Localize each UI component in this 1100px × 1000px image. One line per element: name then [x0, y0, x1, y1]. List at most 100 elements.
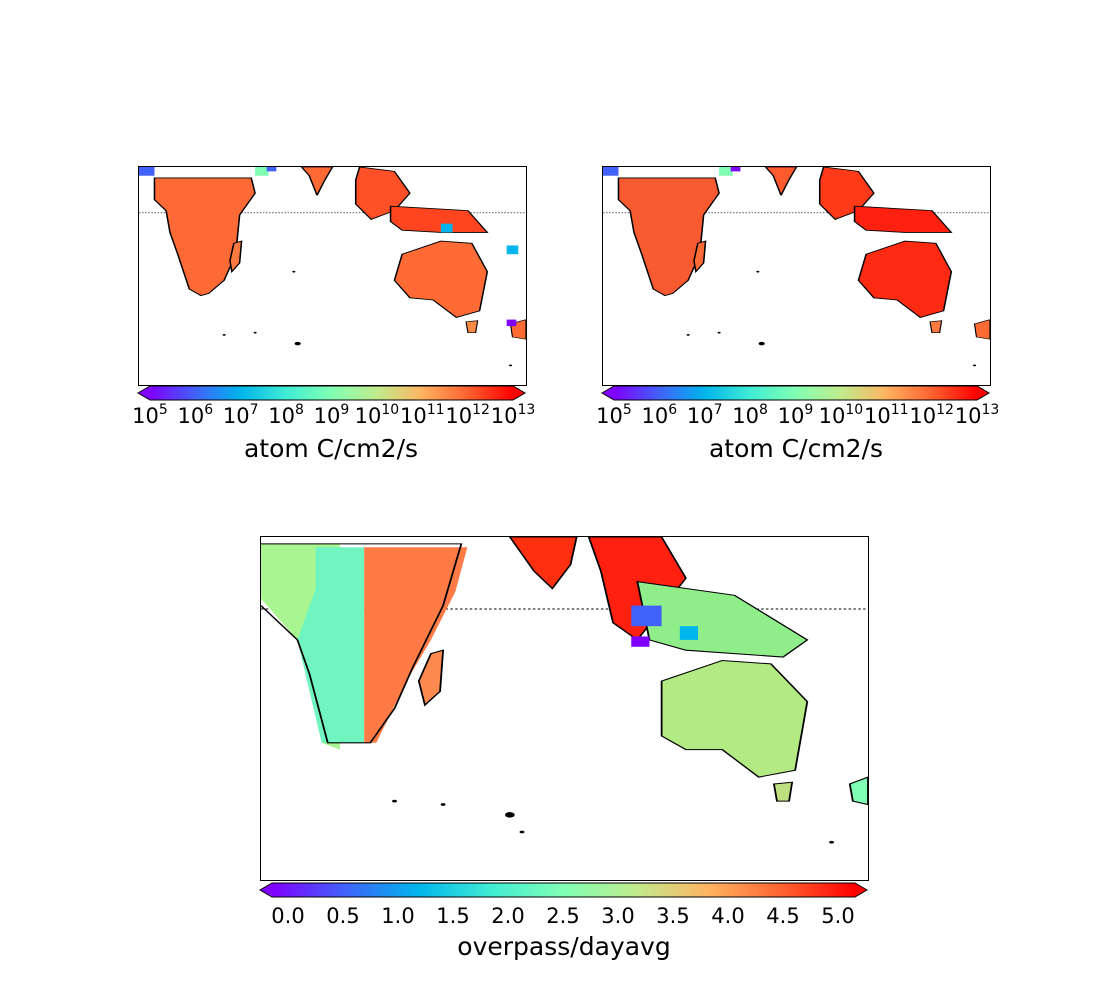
island-dot — [717, 331, 721, 334]
island-dot — [508, 364, 513, 367]
colorbar-bottom — [259, 882, 868, 898]
tick-exponent: 11 — [890, 402, 909, 418]
tasmania-overpass — [772, 781, 794, 802]
india-overpass — [508, 537, 578, 590]
tick-base: 10 — [732, 404, 760, 428]
tick-base: 10 — [818, 404, 846, 428]
map-plot-area — [138, 166, 527, 386]
tick-exponent: 11 — [426, 402, 445, 418]
colorbar-extend-max-arrow — [977, 386, 989, 400]
colorbar-tick-label: 4.5 — [766, 904, 800, 928]
colorbar-outline — [137, 385, 526, 401]
fringe-pixel — [506, 245, 519, 255]
africa-emission — [617, 177, 720, 297]
colorbar-top-right — [601, 385, 990, 401]
colorbar-tick-label: 1010 — [819, 403, 864, 427]
map-top-right-svg — [603, 167, 990, 367]
colorbar-tick-label: 5.0 — [821, 904, 855, 928]
colorbar-extend-max-arrow — [855, 883, 867, 897]
tasmania-emission — [929, 320, 943, 334]
colorbar-top-left — [137, 385, 526, 401]
tick-base: 10 — [313, 404, 341, 428]
maritime-asia-emission — [853, 205, 953, 233]
island-dot — [253, 331, 257, 334]
madagascar-emission — [693, 240, 707, 274]
fringe-pixel — [266, 167, 277, 172]
island-dot — [972, 364, 977, 367]
tick-exponent: 10 — [381, 402, 400, 418]
colorbar-tick-label: 106 — [178, 403, 214, 427]
island-dot — [686, 333, 690, 336]
colorbar-gradient — [601, 385, 990, 401]
tick-base: 10 — [222, 404, 250, 428]
colorbar-tick-label: 109 — [778, 403, 814, 427]
india-emission — [764, 167, 798, 196]
maritime-asia-emission — [389, 205, 489, 233]
colorbar-tick-label: 1012 — [909, 403, 954, 427]
colorbar-label: atom C/cm2/s — [708, 434, 884, 463]
tick-exponent: 6 — [668, 402, 678, 418]
tick-exponent: 9 — [804, 402, 814, 418]
tick-base: 10 — [641, 404, 669, 428]
colorbar-tick-label: 107 — [687, 403, 723, 427]
colorbar-gradient — [137, 385, 526, 401]
colorbar-label: atom C/cm2/s — [243, 434, 419, 463]
tick-exponent: 12 — [472, 402, 490, 418]
tick-exponent: 10 — [845, 402, 864, 418]
fringe-pixel — [730, 167, 741, 172]
tick-base: 10 — [490, 404, 518, 428]
africa-overpass-east — [364, 547, 468, 743]
tick-exponent: 8 — [295, 402, 304, 418]
australia-emission — [393, 240, 489, 318]
africa-emission — [153, 177, 256, 297]
tick-exponent: 7 — [249, 402, 259, 418]
fringe-pixel — [719, 167, 733, 176]
tick-base: 10 — [177, 404, 205, 428]
edge-overpass-right — [848, 776, 868, 806]
tick-base: 10 — [863, 404, 891, 428]
edge-emission-right — [973, 319, 990, 340]
colorbar-extend-max-arrow — [513, 386, 525, 400]
africa-coastline — [261, 543, 463, 744]
colorbar-tick-label: 1011 — [400, 403, 445, 427]
colorbar-tick-label: 1013 — [955, 403, 1000, 427]
low-overpass-pixel — [631, 605, 662, 627]
colorbar-tick-label: 0.5 — [326, 904, 360, 928]
island-dot — [292, 270, 296, 273]
tick-base: 10 — [354, 404, 382, 428]
tick-base: 10 — [596, 404, 623, 428]
fringe-pixel — [440, 223, 453, 233]
tick-exponent: 7 — [713, 402, 723, 418]
colorbar-fill — [150, 386, 513, 400]
island-dot — [440, 803, 446, 806]
australia-emission — [857, 240, 953, 318]
colorbar-extend-min-arrow — [602, 386, 614, 400]
tick-base: 10 — [777, 404, 805, 428]
colorbar-extend-min-arrow — [260, 883, 272, 897]
colorbar-fill — [614, 386, 977, 400]
colorbar-tick-label: 3.0 — [601, 904, 635, 928]
maritime-asia-overpass — [636, 580, 809, 658]
colorbar-tick-label: 2.0 — [491, 904, 525, 928]
tick-base: 10 — [268, 404, 296, 428]
colorbar-tick-label: 1012 — [445, 403, 490, 427]
island-dot — [758, 341, 765, 346]
colorbar-tick-label: 107 — [223, 403, 259, 427]
colorbar-fill — [272, 883, 855, 897]
tasmania-emission — [465, 320, 479, 334]
colorbar-gradient — [259, 882, 868, 898]
colorbar-tick-label: 3.5 — [656, 904, 690, 928]
colorbar-tick-label: 108 — [732, 403, 768, 427]
colorbar-tick-label: 105 — [132, 403, 168, 427]
colorbar-extend-min-arrow — [138, 386, 150, 400]
tick-exponent: 9 — [340, 402, 350, 418]
colorbar-tick-label: 2.5 — [546, 904, 580, 928]
map-top-left-svg — [139, 167, 526, 367]
map-plot-area — [260, 536, 869, 881]
fringe-pixel — [139, 167, 155, 176]
fringe-pixel — [603, 167, 619, 176]
madagascar-emission — [229, 240, 243, 274]
tick-base: 10 — [132, 404, 159, 428]
tick-exponent: 6 — [204, 402, 214, 418]
island-dot — [756, 270, 760, 273]
